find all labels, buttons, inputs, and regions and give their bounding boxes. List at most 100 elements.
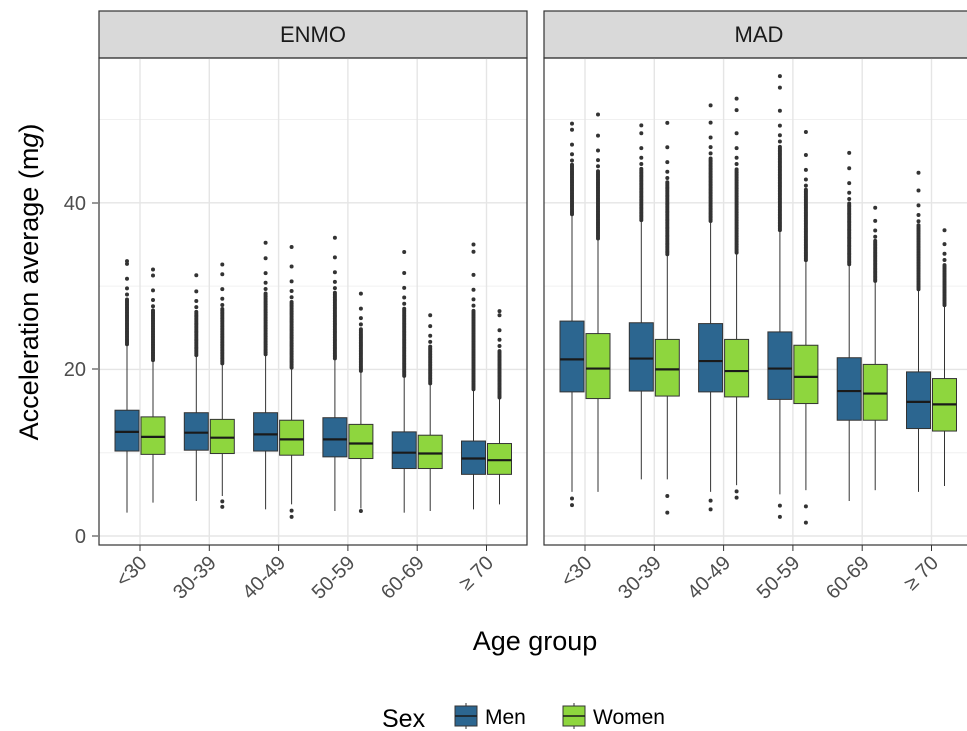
outlier-point: [665, 169, 670, 174]
y-tick-label-40: 40: [64, 193, 86, 215]
outlier-point: [289, 299, 294, 304]
legend-title: Sex: [382, 705, 426, 731]
outlier-point: [596, 169, 600, 174]
box-body: [114, 409, 140, 452]
outlier-point: [708, 120, 713, 125]
y-axis: 0 20 40: [64, 193, 98, 548]
outlier-point: [847, 166, 852, 171]
y-axis-title-unit: g: [14, 133, 44, 148]
outlier-point: [358, 291, 363, 296]
outlier-point: [402, 271, 407, 276]
outlier-point: [471, 272, 476, 277]
outlier-point: [289, 295, 294, 300]
outlier-point: [803, 520, 808, 525]
outlier-point: [289, 514, 294, 519]
outlier-point: [263, 280, 268, 285]
y-axis-title-main: Acceleration average (m: [14, 148, 44, 441]
outlier-point: [708, 135, 713, 140]
outlier-point: [570, 158, 574, 163]
outlier-point: [358, 327, 363, 332]
outlier-point: [639, 131, 644, 136]
box-enmo-women-5: [487, 309, 512, 505]
outlier-point: [708, 507, 713, 512]
outlier-point: [402, 285, 407, 290]
outlier-point: [734, 108, 739, 113]
outlier-point: [125, 292, 129, 297]
outlier-point: [151, 308, 155, 313]
legend-key-women: [562, 703, 586, 729]
outlier-point: [596, 158, 600, 163]
x-axis-title: Age group: [473, 626, 598, 656]
outlier-point: [734, 146, 739, 151]
outlier-point: [708, 103, 713, 108]
x-tick-label: 40-49: [683, 552, 735, 604]
outlier-point: [734, 161, 739, 166]
y-tick-label-0: 0: [75, 526, 86, 548]
box-enmo-men-4: [391, 249, 417, 513]
x-tick-label: 40-49: [238, 552, 290, 604]
outlier-point: [220, 302, 225, 307]
x-tick-label: 30-39: [614, 552, 666, 604]
panel-border-1: [543, 57, 967, 546]
outlier-point: [497, 349, 502, 354]
outlier-point: [402, 249, 407, 254]
outlier-point: [151, 273, 155, 278]
box-body: [862, 363, 888, 421]
outlier-point: [665, 494, 670, 499]
outlier-point: [194, 289, 199, 294]
outlier-point: [639, 161, 644, 166]
outlier-point: [916, 188, 921, 193]
outlier-point: [665, 175, 670, 180]
box-enmo-men-2: [253, 240, 279, 510]
outlier-point: [803, 183, 808, 188]
legend-key-men: [454, 703, 478, 729]
outlier-point: [570, 142, 574, 147]
box-mad-women-2: [724, 96, 750, 500]
box-mad-women-0: [585, 112, 611, 492]
facet-strip-label-1: MAD: [735, 22, 784, 47]
outlier-point: [194, 309, 199, 314]
outlier-point: [596, 148, 600, 153]
outlier-point: [332, 235, 337, 240]
outlier-point: [734, 96, 739, 101]
outlier-point: [471, 242, 476, 247]
outlier-point: [125, 276, 129, 281]
box-body: [698, 323, 724, 393]
box-mad-men-5: [906, 170, 931, 492]
box-body: [724, 338, 750, 398]
outlier-point: [497, 309, 502, 314]
outlier-point: [151, 298, 155, 303]
box-body: [793, 344, 819, 405]
outlier-point: [471, 287, 476, 292]
outlier-point: [777, 108, 782, 113]
outlier-point: [263, 291, 268, 296]
outlier-point: [942, 257, 947, 262]
box-enmo-men-3: [322, 235, 348, 512]
box-enmo-women-3: [348, 291, 374, 514]
box-mad-women-5: [932, 228, 957, 487]
outlier-point: [428, 324, 433, 329]
outlier-point: [125, 286, 129, 291]
outlier-point: [263, 256, 268, 261]
y-tick-label-20: 20: [64, 359, 86, 381]
outlier-point: [708, 145, 713, 150]
outlier-point: [358, 322, 363, 327]
outlier-point: [289, 279, 294, 284]
outlier-point: [332, 279, 337, 284]
outlier-point: [402, 295, 407, 300]
outlier-point: [263, 240, 268, 245]
outlier-point: [777, 74, 782, 79]
legend-label-women: Women: [593, 706, 665, 729]
box-mad-women-3: [793, 129, 819, 525]
outlier-point: [734, 495, 739, 500]
outlier-point: [873, 228, 878, 233]
outlier-point: [777, 123, 782, 128]
box-mad-men-2: [698, 103, 724, 512]
outlier-point: [847, 150, 852, 155]
outlier-point: [428, 313, 433, 318]
outlier-point: [942, 263, 947, 268]
y-axis-title: Acceleration average (mg): [14, 124, 44, 441]
outlier-point: [570, 503, 574, 508]
outlier-point: [125, 297, 129, 302]
outlier-point: [942, 242, 947, 247]
